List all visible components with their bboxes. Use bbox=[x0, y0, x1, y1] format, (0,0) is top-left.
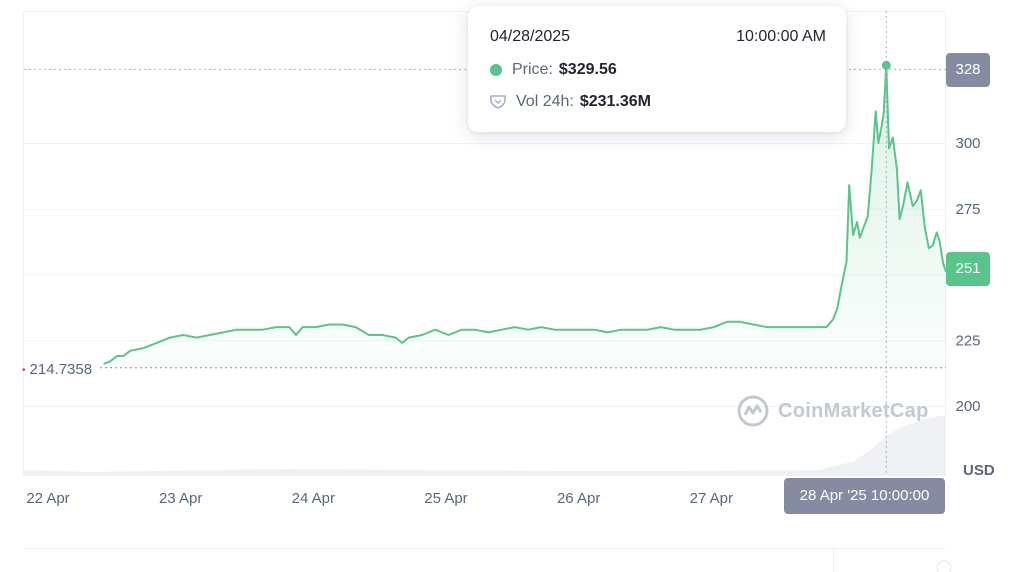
tooltip-date: 04/28/2025 bbox=[490, 28, 571, 45]
start-marker-icon: • bbox=[22, 364, 26, 376]
price-area bbox=[103, 65, 947, 368]
navigator-handle[interactable] bbox=[936, 560, 952, 572]
currency-label: USD bbox=[963, 462, 995, 479]
volume-area-fill bbox=[24, 416, 946, 476]
tooltip-price-row: Price: $329.56 bbox=[490, 61, 617, 79]
y-tick-label-300: 300 bbox=[955, 135, 980, 152]
price-dot-icon bbox=[490, 64, 502, 76]
price-tooltip: 04/28/2025 10:00:00 AM Price: $329.56 Vo… bbox=[468, 6, 846, 132]
start-price-value: 214.7358 bbox=[29, 361, 93, 378]
x-axis: 22 Apr 23 Apr 24 Apr 25 Apr 26 Apr 27 Apr bbox=[26, 490, 733, 507]
high-price-badge: 328 bbox=[946, 53, 990, 87]
price-line bbox=[103, 64, 947, 365]
tooltip-price-value: $329.56 bbox=[558, 61, 617, 78]
x-tick-label-25: 25 Apr bbox=[424, 490, 467, 507]
crosshair-point bbox=[881, 60, 891, 70]
tooltip-time: 10:00:00 AM bbox=[736, 28, 826, 45]
tooltip-volume-row: Vol 24h: $231.36M bbox=[490, 93, 651, 111]
x-tick-label-27: 27 Apr bbox=[690, 490, 733, 507]
x-tick-label-23: 23 Apr bbox=[159, 490, 202, 507]
crosshair-time-badge: 28 Apr '25 10:00:00 bbox=[784, 478, 945, 514]
y-tick-label-225: 225 bbox=[955, 332, 980, 349]
x-tick-label-22: 22 Apr bbox=[26, 490, 69, 507]
tooltip-volume-label: Vol 24h: bbox=[516, 93, 574, 110]
watermark-text: CoinMarketCap bbox=[778, 399, 929, 422]
y-axis: 200 225 275 300 bbox=[955, 135, 980, 415]
start-price-label: • 214.7358 bbox=[22, 361, 92, 378]
x-tick-label-26: 26 Apr bbox=[557, 490, 600, 507]
price-area-fill bbox=[103, 65, 947, 368]
coinmarketcap-watermark: CoinMarketCap bbox=[736, 394, 929, 428]
tooltip-volume-value: $231.36M bbox=[579, 93, 651, 110]
x-tick-label-24: 24 Apr bbox=[292, 490, 335, 507]
current-price-badge: 251 bbox=[946, 252, 990, 286]
coinmarketcap-logo-icon bbox=[737, 395, 769, 427]
tooltip-price-label: Price: bbox=[512, 61, 553, 78]
y-tick-label-275: 275 bbox=[955, 201, 980, 218]
volume-area bbox=[24, 416, 946, 476]
volume-shield-icon bbox=[490, 95, 506, 109]
y-tick-label-200: 200 bbox=[955, 398, 980, 415]
